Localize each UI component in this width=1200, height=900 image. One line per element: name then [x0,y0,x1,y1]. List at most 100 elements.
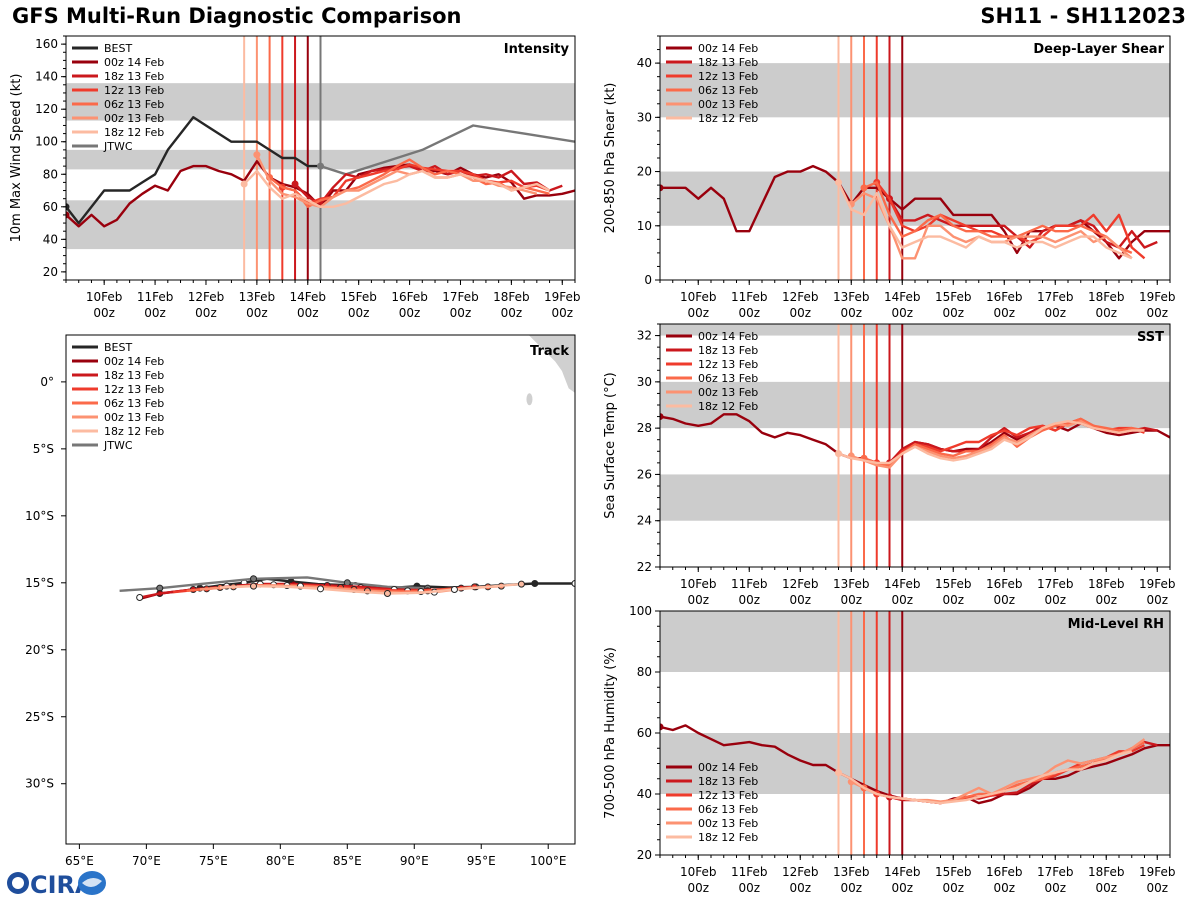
x-tick-label: 00z [1146,881,1168,895]
series-line [838,420,1145,465]
x-tick-label: 16Feb [986,290,1023,304]
x-tick-label: 00z [246,306,268,320]
x-tick-label: 00z [789,306,811,320]
series-line [837,181,1133,260]
logo-storm-swirl [82,877,102,888]
series-start-marker [66,203,70,211]
x-tick-label: 80°E [266,854,295,868]
x-tick-label: 90°E [400,854,429,868]
x-tick-label: 14Feb [884,865,921,879]
series-line [837,750,1133,805]
figure-title: GFS Multi-Run Diagnostic Comparison [12,4,462,28]
x-tick-label: 00z [687,306,709,320]
threshold-band [660,63,1170,118]
y-tick-label: 100 [629,604,652,618]
x-tick-label: 85°E [333,854,362,868]
x-tick-label: 00z [1044,593,1066,607]
x-tick-label: 00z [738,881,760,895]
legend-label: 12z 13 Feb [698,70,758,83]
y-axis-label: 10m Max Wind Speed (kt) [9,74,24,243]
shear-panel: 0 10 20 30 40 10Feb 00z 11Feb 00z 12Feb 00z 13Feb 00… [603,35,1176,320]
series-line [850,420,1133,469]
x-tick-label: 17Feb [442,290,479,304]
x-tick-label: 65°E [65,854,94,868]
y-tick-label: 20 [43,265,58,279]
y-tick-label: 40 [637,787,652,801]
series-start-marker [835,450,842,458]
x-tick-label: 00z [1044,881,1066,895]
y-tick-label: 20 [637,848,652,862]
x-tick-label: 18Feb [1088,290,1125,304]
x-tick-label: 13Feb [833,577,870,591]
y-tick-label: 30 [637,375,652,389]
legend-label: 18z 12 Feb [698,831,758,844]
series-line [863,417,1145,467]
panel-title: SST [1137,330,1164,345]
x-tick-label: 19Feb [1139,290,1176,304]
x-tick-label: 18Feb [1088,865,1125,879]
x-tick-label: 00z [891,881,913,895]
y-tick-label: 160 [35,37,58,51]
rh-plot-area [660,611,1170,855]
x-tick-label: 00z [840,306,862,320]
legend-label: 18z 12 Feb [698,400,758,413]
x-tick-label: 11Feb [731,865,768,879]
land-mass [550,337,565,356]
series-start-marker [835,769,842,777]
legend-label: BEST [104,42,132,55]
x-tick-label: 12Feb [782,865,819,879]
y-tick-label: 0 [644,273,652,287]
track-position-marker [531,579,539,587]
y-tick-label: 30°S [25,777,54,791]
series-start-marker [66,211,70,219]
y-tick-label: 40 [637,56,652,70]
y-tick-label: 120 [35,102,58,116]
threshold-band [660,324,1170,336]
y-tick-label: 40 [43,232,58,246]
x-tick-label: 00z [195,306,217,320]
y-axis-label: 700-500 hPa Humidity (%) [603,647,618,819]
x-tick-label: 00z [840,593,862,607]
x-tick-label: 00z [891,306,913,320]
series-line [863,181,1133,255]
x-tick-label: 11Feb [137,290,174,304]
track-line [119,576,428,592]
x-tick-label: 00z [1095,593,1117,607]
y-axis-label: 200-850 hPa Shear (kt) [603,83,618,234]
x-tick-label: 10Feb [86,290,123,304]
x-tick-label: 00z [297,306,319,320]
track-position-marker [136,594,144,602]
x-tick-label: 00z [891,593,913,607]
track-position-marker [517,580,525,588]
x-tick-label: 15Feb [340,290,377,304]
y-tick-label: 0° [40,375,54,389]
x-tick-label: 00z [348,306,370,320]
series-start-marker [660,723,664,731]
track-position-marker [571,579,575,587]
x-tick-label: 13Feb [833,865,870,879]
y-tick-label: 30 [637,110,652,124]
x-tick-label: 00z [450,306,472,320]
x-tick-label: 19Feb [1139,577,1176,591]
x-tick-label: 10Feb [680,290,717,304]
x-tick-label: 17Feb [1037,577,1074,591]
sst-plot-area [660,324,1170,567]
x-tick-label: 00z [1095,881,1117,895]
x-tick-label: 13Feb [239,290,276,304]
y-tick-label: 100 [35,135,58,149]
x-tick-label: 17Feb [1037,290,1074,304]
series-line [66,116,321,225]
series-start-marker [253,151,261,159]
shear-plot-area [660,36,1170,280]
x-tick-label: 19Feb [1139,865,1176,879]
y-tick-label: 28 [637,421,652,435]
legend-label: 18z 13 Feb [698,56,758,69]
x-tick-label: 95°E [467,854,496,868]
panel-title: Deep-Layer Shear [1033,42,1164,57]
x-tick-label: 100°E [530,854,567,868]
series-start-marker [240,180,248,188]
legend-label: 12z 13 Feb [104,383,164,396]
track-panel: 65°E 70°E 75°E 80°E 85°E 90°E 95°E 100°E 0° 5°S 10… [25,334,576,868]
legend-label: 12z 13 Feb [698,358,758,371]
x-tick-label: 16Feb [986,577,1023,591]
